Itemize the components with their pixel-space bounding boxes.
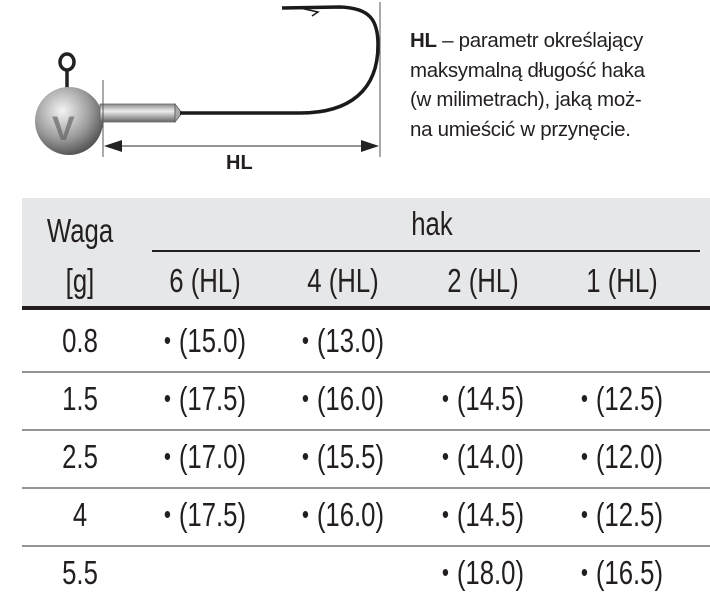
- bullet-icon: •: [163, 499, 172, 529]
- hl-value: (12.0): [595, 438, 664, 475]
- weight-cell: 2.5: [62, 438, 98, 475]
- hl-value-cell: • (18.0): [405, 554, 561, 592]
- hl-description: HL – parametr określający maksymalną dłu…: [410, 29, 645, 141]
- hook-shank: [180, 5, 380, 115]
- hl-value-cell: • (14.0): [405, 438, 561, 476]
- hl-value: (13.0): [316, 322, 385, 359]
- hl-value: (17.5): [178, 380, 247, 417]
- weight-cell: 4: [72, 496, 88, 533]
- hl-term: HL: [410, 29, 437, 52]
- hl-value: (16.0): [316, 496, 385, 533]
- hl-value: (18.0): [456, 554, 525, 591]
- hl-value-cell: • (17.5): [127, 380, 283, 418]
- hl-dimension-label: HL: [226, 152, 253, 174]
- row-divider: [22, 429, 710, 431]
- hl-value-cell: • (14.5): [405, 496, 561, 534]
- bullet-icon: •: [301, 383, 310, 413]
- bullet-icon: •: [301, 499, 310, 529]
- hl-value: (15.5): [316, 438, 385, 475]
- logo-letter: V: [52, 110, 75, 148]
- hl-value: (16.5): [595, 554, 664, 591]
- hl-value-cell: • (12.5): [544, 380, 700, 418]
- hl-value: (15.0): [178, 322, 247, 359]
- bullet-icon: •: [580, 557, 589, 587]
- hl-value-cell: • (16.0): [265, 380, 421, 418]
- bullet-icon: •: [441, 557, 450, 587]
- column-header: 1 (HL): [586, 262, 658, 299]
- jig-hook-illustration: V: [35, 2, 381, 157]
- weight-unit: [g]: [65, 262, 95, 299]
- hl-value-cell: • (12.5): [544, 496, 700, 534]
- group-header-rule: [152, 250, 700, 252]
- column-header: 4 (HL): [307, 262, 379, 299]
- column-header: 2 (HL): [447, 262, 519, 299]
- bullet-icon: •: [441, 383, 450, 413]
- hl-value: (17.5): [178, 496, 247, 533]
- hl-value-cell: • (15.0): [127, 322, 283, 360]
- dimension-arrow: [102, 2, 381, 157]
- hl-value: (12.5): [595, 496, 664, 533]
- table-header: [22, 198, 710, 306]
- bullet-icon: •: [163, 383, 172, 413]
- hl-value-cell: • (12.0): [544, 438, 700, 476]
- bullet-icon: •: [301, 441, 310, 471]
- bullet-icon: •: [580, 499, 589, 529]
- weight-cell: 1.5: [62, 380, 98, 417]
- hl-value-cell: • (16.0): [265, 496, 421, 534]
- group-header: hak: [411, 205, 453, 242]
- row-divider: [22, 371, 710, 373]
- collar: [99, 103, 176, 123]
- weight-header: Waga: [46, 212, 114, 249]
- hl-value: (17.0): [178, 438, 247, 475]
- hl-value: (16.0): [316, 380, 385, 417]
- hl-value: (14.0): [456, 438, 525, 475]
- jig-head-ball: [35, 87, 103, 155]
- bullet-icon: •: [163, 441, 172, 471]
- header-bottom-rule: [22, 306, 710, 310]
- hl-value-cell: • (17.0): [127, 438, 283, 476]
- bullet-icon: •: [441, 441, 450, 471]
- hl-value-cell: • (17.5): [127, 496, 283, 534]
- bullet-icon: •: [301, 325, 310, 355]
- hl-value-cell: • (16.5): [544, 554, 700, 592]
- bullet-icon: •: [441, 499, 450, 529]
- bullet-icon: •: [580, 441, 589, 471]
- eyelet-icon: [58, 52, 76, 90]
- weight-cell: 0.8: [62, 322, 98, 359]
- row-divider: [22, 545, 710, 547]
- hl-value-cell: • (15.5): [265, 438, 421, 476]
- column-header: 6 (HL): [169, 262, 241, 299]
- hl-value-cell: • (13.0): [265, 322, 421, 360]
- row-divider: [22, 487, 710, 489]
- hl-value: (12.5): [595, 380, 664, 417]
- bullet-icon: •: [580, 383, 589, 413]
- hl-value: (14.5): [456, 380, 525, 417]
- hl-value-cell: • (14.5): [405, 380, 561, 418]
- bullet-icon: •: [163, 325, 172, 355]
- hl-value: (14.5): [456, 496, 525, 533]
- weight-cell: 5.5: [62, 554, 98, 591]
